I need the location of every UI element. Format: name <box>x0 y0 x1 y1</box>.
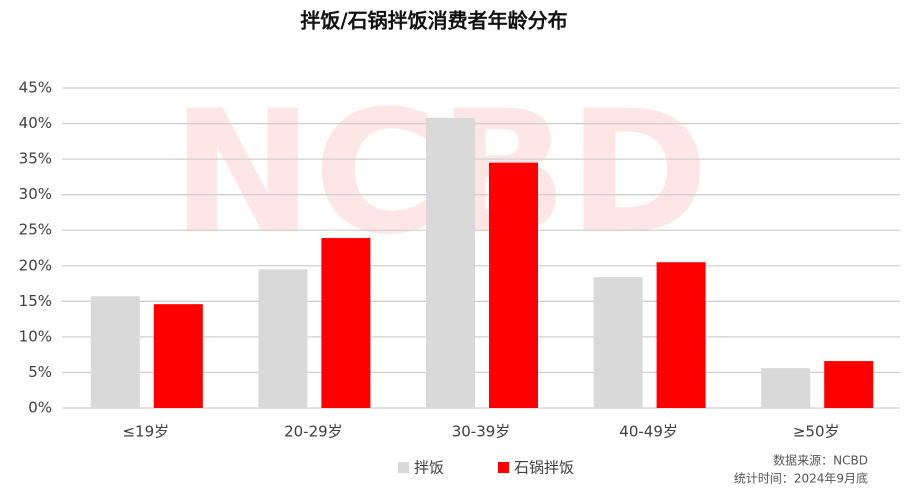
chart-title: 拌饭/石锅拌饭消费者年龄分布 <box>300 9 567 33</box>
x-tick-label: ≤19岁 <box>122 423 169 441</box>
legend-swatch <box>398 462 409 473</box>
bar <box>824 361 874 408</box>
bar <box>426 117 475 408</box>
x-tick-label: 20-29岁 <box>284 423 343 441</box>
bar <box>489 162 538 408</box>
period-note: 统计时间：2024年9月底 <box>734 471 868 486</box>
bar <box>258 269 308 408</box>
bar <box>90 296 140 408</box>
bar <box>153 304 203 408</box>
y-tick-label: 25% <box>19 221 52 239</box>
y-tick-label: 10% <box>19 327 52 345</box>
y-tick-label: 35% <box>19 150 52 168</box>
y-tick-label: 40% <box>19 114 52 132</box>
x-tick-label: ≥50岁 <box>793 423 840 441</box>
bar <box>321 238 371 408</box>
x-tick-label: 40-49岁 <box>619 423 678 441</box>
y-tick-label: 5% <box>28 363 52 381</box>
bar <box>593 277 643 408</box>
legend-label: 石锅拌饭 <box>514 459 574 477</box>
bar <box>761 368 811 408</box>
y-tick-label: 0% <box>28 399 52 417</box>
legend-label: 拌饭 <box>414 459 444 477</box>
y-tick-label: 30% <box>19 185 52 203</box>
bar <box>656 262 706 408</box>
y-tick-label: 15% <box>19 292 52 310</box>
y-tick-label: 45% <box>19 79 52 97</box>
legend-swatch <box>498 462 509 473</box>
x-tick-label: 30-39岁 <box>452 423 511 441</box>
y-tick-label: 20% <box>19 256 52 274</box>
source-note: 数据来源：NCBD <box>773 453 868 468</box>
